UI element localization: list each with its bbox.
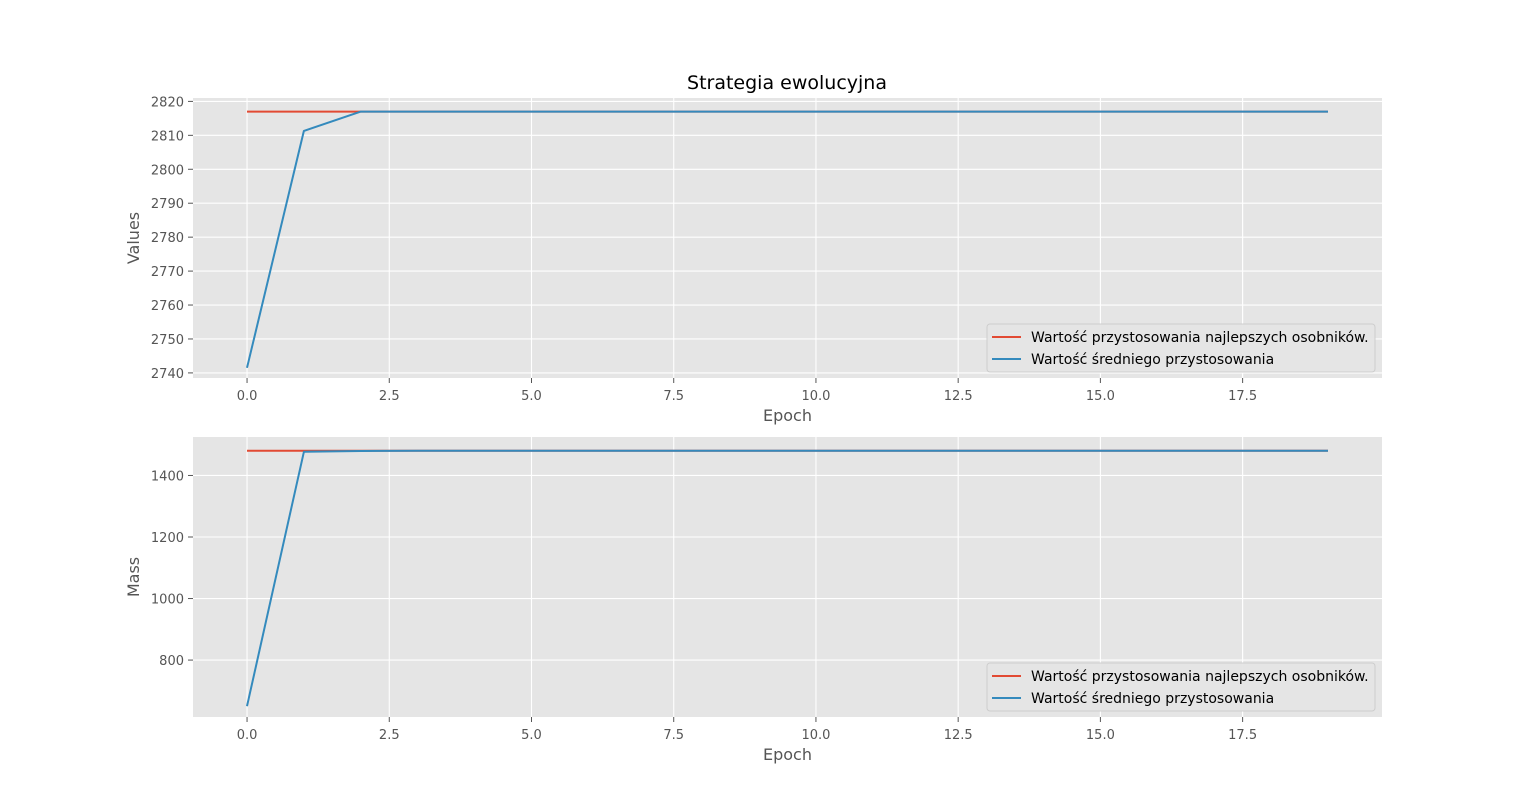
x-tick-label: 0.0 <box>237 389 258 404</box>
legend: Wartość przystosowania najlepszych osobn… <box>986 323 1376 373</box>
x-tick-label: 2.5 <box>379 389 400 404</box>
x-tick-label: 10.0 <box>801 389 830 404</box>
x-tick-label: 17.5 <box>1228 728 1257 743</box>
x-axis-label: Epoch <box>763 745 812 764</box>
x-tick-label: 7.5 <box>663 389 684 404</box>
y-axis-label: Mass <box>124 557 143 597</box>
y-tick-label: 1200 <box>151 531 184 546</box>
subplot-values: 0.0 2.5 5.0 7.5 10.0 12.5 15.0 17.5 2740 2750 2760… <box>124 95 1382 425</box>
y-tick-label: 2810 <box>151 129 184 144</box>
y-tick-label: 1000 <box>151 593 184 608</box>
y-tick-label: 2770 <box>151 265 184 280</box>
x-tick-label: 17.5 <box>1228 389 1257 404</box>
subplot-mass: 0.0 2.5 5.0 7.5 10.0 12.5 15.0 17.5 800 1000 1200 1… <box>124 437 1382 764</box>
y-axis-label: Values <box>124 212 143 264</box>
legend-label: Wartość przystosowania najlepszych osobn… <box>1031 330 1369 346</box>
y-tick-label: 2760 <box>151 299 184 314</box>
y-tick-label: 2740 <box>151 367 184 382</box>
legend-label: Wartość średniego przystosowania <box>1031 352 1274 368</box>
y-tick-label: 2800 <box>151 163 184 178</box>
y-tick-label: 2750 <box>151 333 184 348</box>
legend-label: Wartość średniego przystosowania <box>1031 691 1274 707</box>
y-tick-label: 2780 <box>151 231 184 246</box>
series-line-2 <box>246 449 1328 707</box>
x-tick-label: 5.0 <box>521 728 542 743</box>
x-tick-label: 12.5 <box>944 389 973 404</box>
legend-label: Wartość przystosowania najlepszych osobn… <box>1031 669 1369 685</box>
y-tick-label: 1400 <box>151 469 184 484</box>
x-tick-label: 10.0 <box>801 728 830 743</box>
x-tick-label: 15.0 <box>1086 389 1115 404</box>
x-tick-label: 15.0 <box>1086 728 1115 743</box>
series-line-2 <box>246 110 1328 369</box>
y-tick-label: 2790 <box>151 197 184 212</box>
legend: Wartość przystosowania najlepszych osobn… <box>986 662 1376 712</box>
x-tick-label: 5.0 <box>521 389 542 404</box>
y-tick-label: 800 <box>159 654 184 669</box>
legend-box <box>986 323 1376 373</box>
x-tick-label: 2.5 <box>379 728 400 743</box>
x-tick-label: 12.5 <box>944 728 973 743</box>
x-tick-label: 7.5 <box>663 728 684 743</box>
x-axis-label: Epoch <box>763 406 812 425</box>
x-tick-label: 0.0 <box>237 728 258 743</box>
y-tick-label: 2820 <box>151 95 184 110</box>
legend-box <box>986 662 1376 712</box>
chart-title: Strategia ewolucyjna <box>687 72 887 94</box>
